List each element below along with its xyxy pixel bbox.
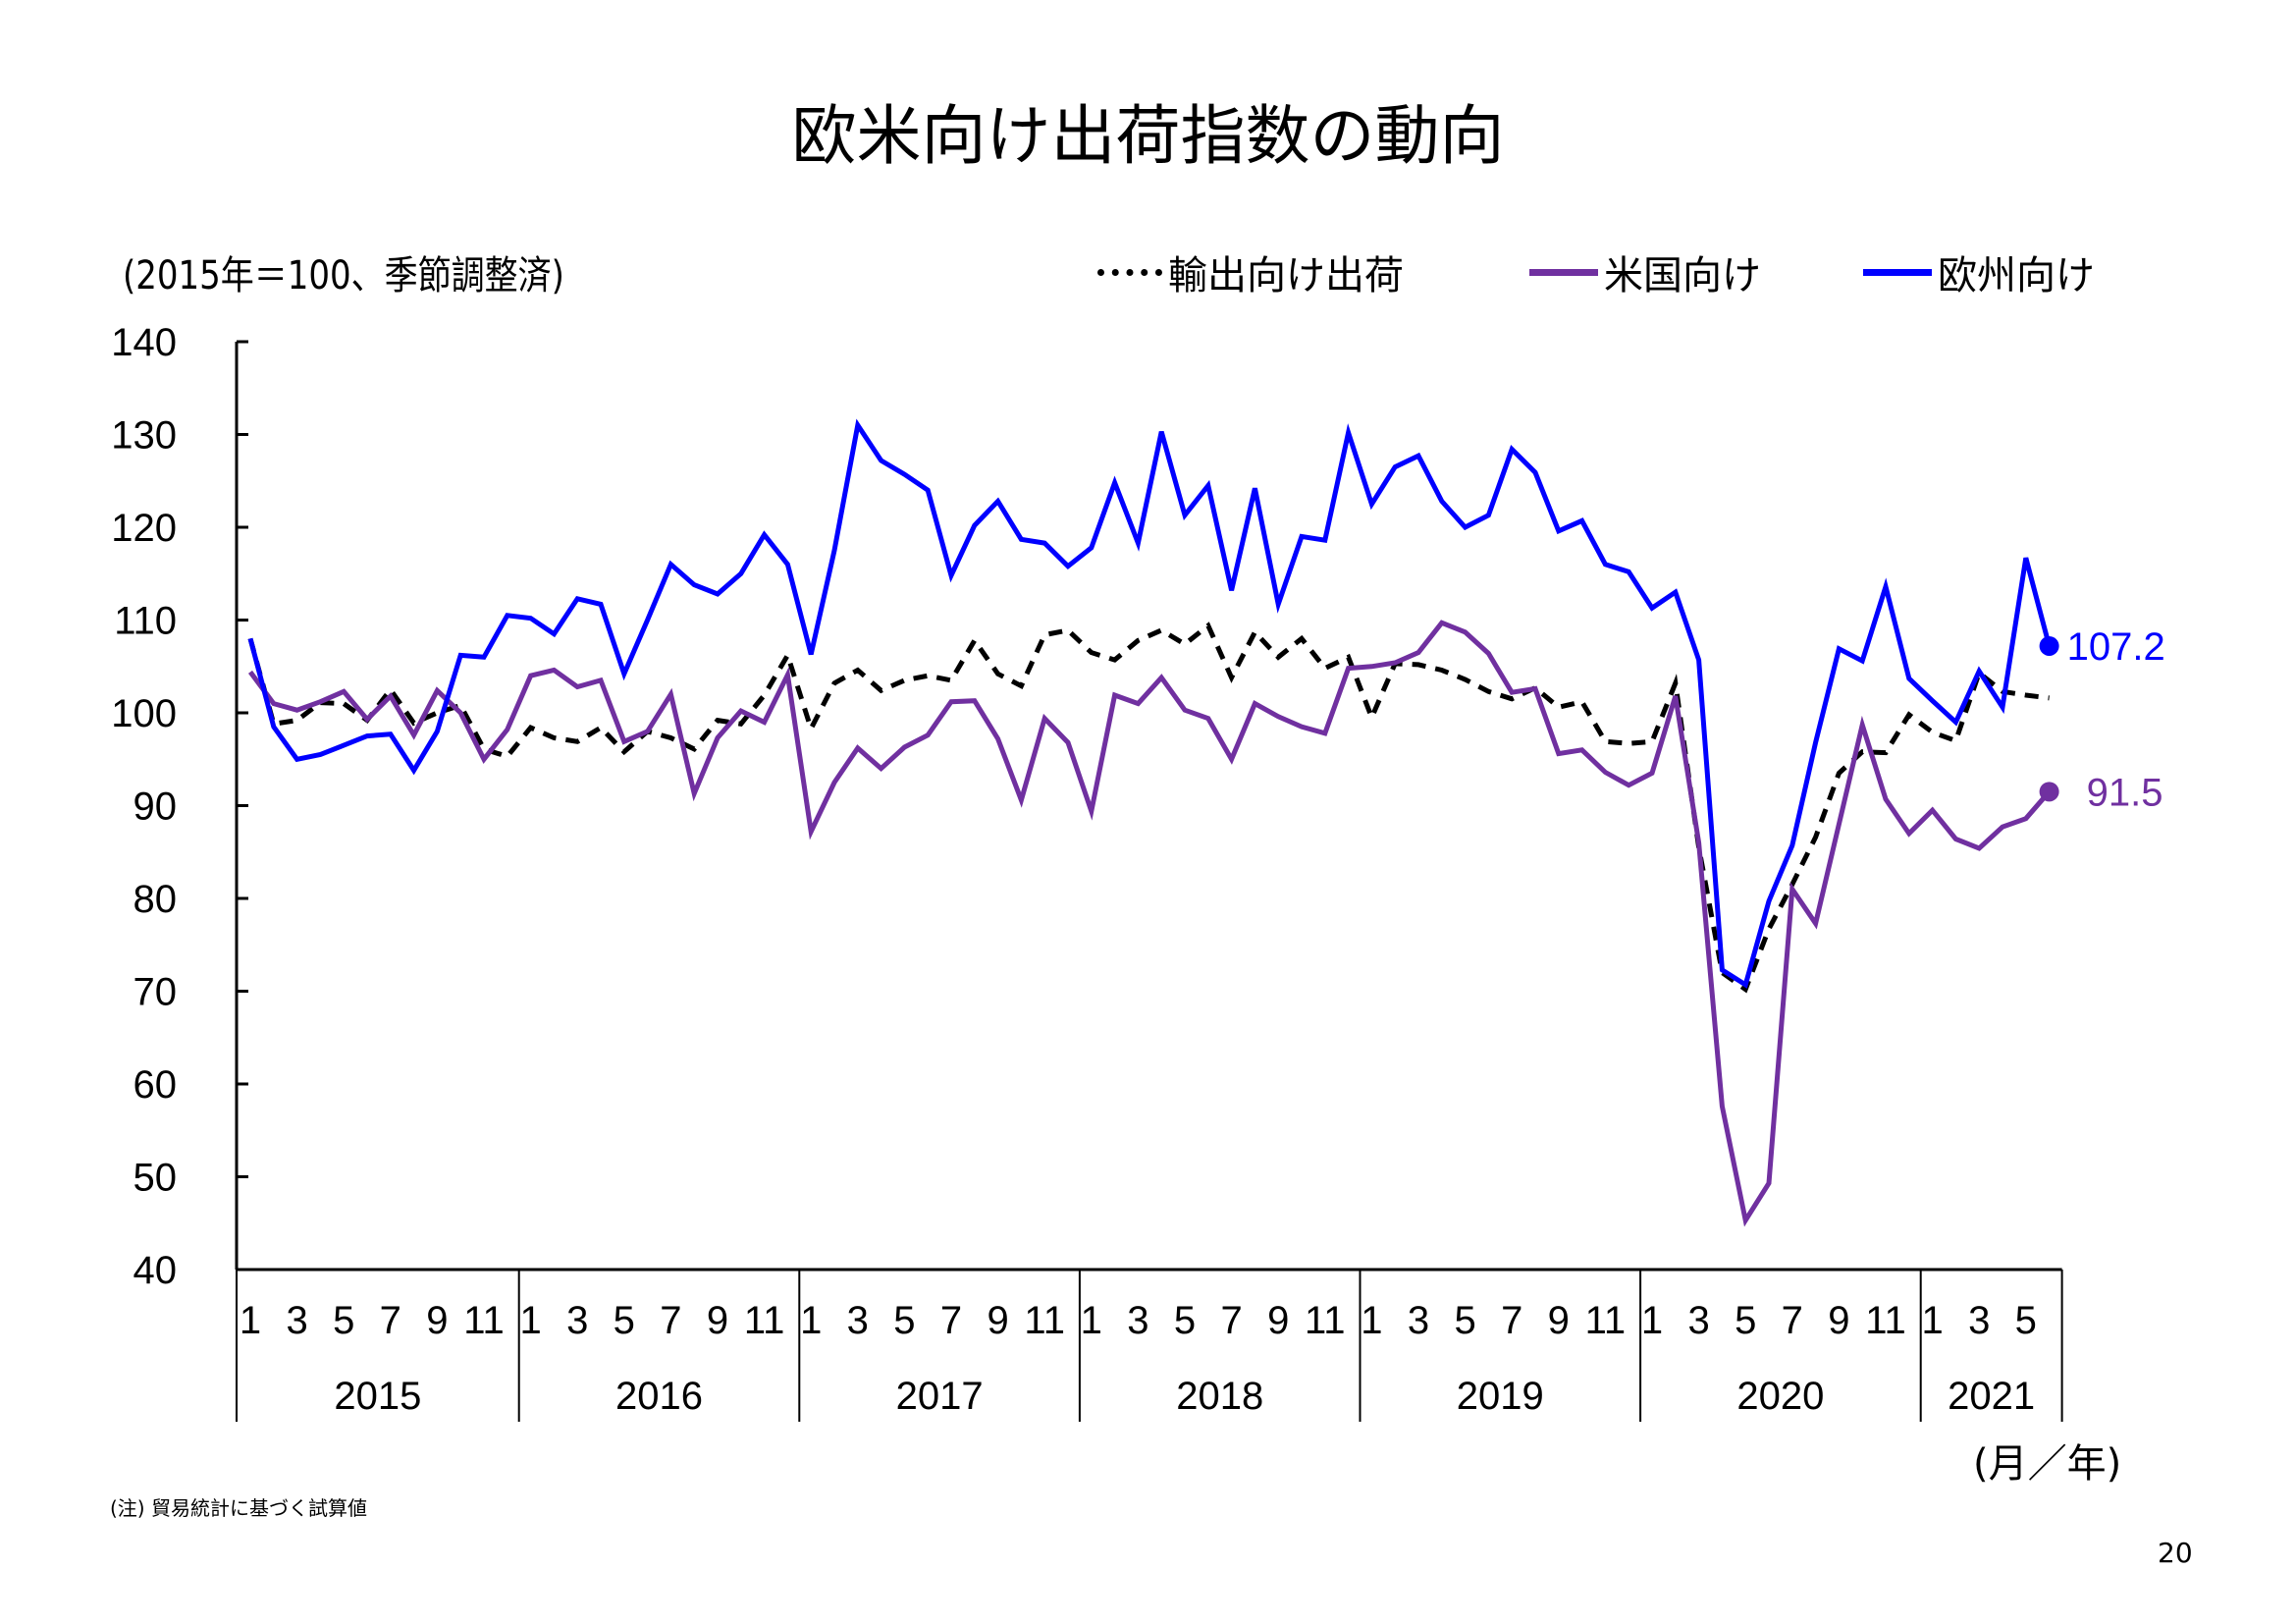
x-month-label: 11 [463,1299,505,1342]
x-month-label: 7 [1220,1299,1242,1342]
x-month-label: 1 [519,1299,541,1342]
x-month-label: 11 [1024,1299,1065,1342]
x-year-label: 2017 [896,1375,984,1418]
x-year-label: 2019 [1457,1375,1544,1418]
y-tick-label: 40 [133,1249,178,1292]
x-month-label: 1 [1361,1299,1382,1342]
x-year-label: 2020 [1736,1375,1824,1418]
x-month-label: 11 [1865,1299,1906,1342]
series-line-europe [247,418,2053,989]
x-month-label: 1 [800,1299,822,1342]
x-month-label: 1 [240,1299,261,1342]
legend-item-exports: 輸出向け出荷 [1097,244,1404,300]
page-number: 20 [2158,1537,2193,1569]
x-month-label: 5 [2015,1299,2037,1342]
y-tick-label: 90 [133,785,178,829]
x-month-label: 1 [1081,1299,1102,1342]
x-month-label: 9 [426,1299,448,1342]
x-month-label: 7 [1782,1299,1803,1342]
legend-label: 輸出向け出荷 [1168,253,1404,298]
x-month-label: 9 [1828,1299,1849,1342]
legend-label: 欧州向け [1938,253,2095,298]
legend-label: 米国向け [1604,253,1761,298]
y-axis-unit-label: (2015年＝100、季節調整済) [123,253,564,298]
x-month-label: 5 [614,1299,635,1342]
x-month-label: 11 [1305,1299,1346,1342]
x-month-label: 7 [380,1299,401,1342]
x-month-label: 3 [847,1299,869,1342]
x-month-label: 1 [1921,1299,1943,1342]
y-tick-label: 130 [111,414,177,458]
y-tick-label: 100 [111,692,177,735]
x-year-label: 2018 [1176,1375,1263,1418]
x-month-label: 3 [286,1299,307,1342]
y-tick-label: 50 [133,1157,178,1200]
y-tick-label: 140 [111,321,177,364]
x-axis-unit-label: (月／年) [1973,1441,2122,1487]
end-marker-europe [2039,635,2059,656]
x-month-label: 9 [707,1299,728,1342]
legend-swatch-purple [1529,268,1598,276]
x-month-label: 3 [1408,1299,1429,1342]
x-month-label: 5 [893,1299,915,1342]
x-month-label: 7 [660,1299,681,1342]
x-month-label: 5 [333,1299,354,1342]
chart-title: 欧米向け出荷指数の動向 [791,98,1505,174]
x-month-label: 3 [1687,1299,1709,1342]
x-year-label: 2016 [615,1375,703,1418]
x-month-label: 11 [744,1299,785,1342]
x-month-label: 1 [1641,1299,1663,1342]
x-month-label: 3 [566,1299,588,1342]
legend-item-us: 米国向け [1529,244,1761,300]
end-marker-us [2039,782,2059,802]
x-month-label: 7 [1501,1299,1522,1342]
footnote: (注) 貿易統計に基づく試算値 [110,1496,367,1520]
y-tick-label: 120 [111,507,177,550]
x-year-label: 2021 [1948,1375,2035,1418]
series-line-us [247,620,2052,1227]
x-month-label: 3 [1127,1299,1148,1342]
y-tick-label: 110 [114,600,177,643]
x-year-label: 2015 [334,1375,421,1418]
x-month-label: 9 [987,1299,1008,1342]
x-month-label: 11 [1585,1299,1627,1342]
y-tick-label: 70 [133,971,178,1014]
legend-swatch-dashed [1097,268,1162,276]
x-month-label: 9 [1267,1299,1289,1342]
x-month-label: 5 [1454,1299,1475,1342]
x-month-label: 9 [1548,1299,1570,1342]
x-month-label: 7 [940,1299,962,1342]
end-label-europe: 107.2 [2067,625,2165,669]
end-label-us: 91.5 [2087,771,2163,814]
x-month-label: 3 [1968,1299,1990,1342]
legend-swatch-blue [1863,268,1932,276]
y-tick-label: 60 [133,1063,178,1107]
x-month-label: 5 [1735,1299,1756,1342]
legend-item-europe: 欧州向け [1863,244,2095,300]
y-tick-label: 80 [133,878,178,921]
x-month-label: 5 [1174,1299,1196,1342]
series-line-exports [247,622,2050,994]
